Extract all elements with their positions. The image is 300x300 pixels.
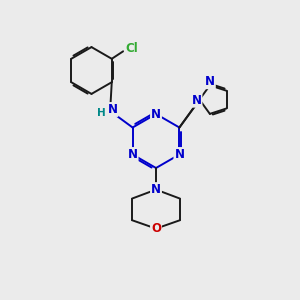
Text: H: H [97, 108, 106, 118]
Text: N: N [151, 183, 161, 196]
Text: N: N [191, 94, 202, 107]
Text: N: N [107, 103, 118, 116]
Text: N: N [151, 107, 161, 121]
Text: N: N [128, 148, 138, 161]
Text: N: N [205, 75, 215, 88]
Text: N: N [174, 148, 184, 161]
Text: Cl: Cl [125, 42, 138, 56]
Text: O: O [151, 222, 161, 235]
